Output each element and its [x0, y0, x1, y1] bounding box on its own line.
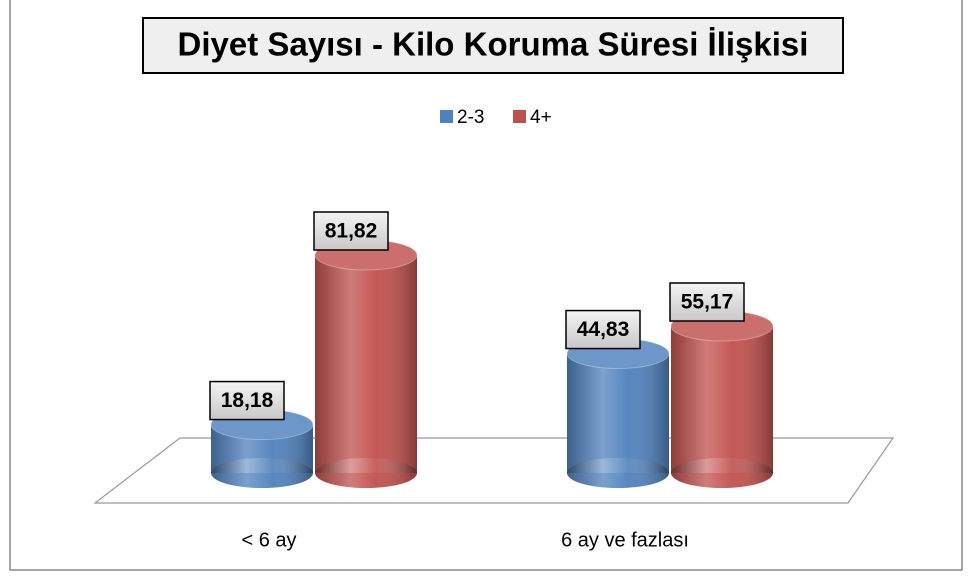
legend-label: 4+ — [530, 107, 552, 128]
title-box — [142, 17, 844, 74]
data-label-box — [565, 309, 641, 350]
x-tick-label: < 6 ay — [241, 529, 296, 551]
data-label-box — [669, 282, 745, 322]
legend-swatch — [440, 110, 453, 123]
bar-shade — [315, 255, 417, 473]
legend-label: 2-3 — [457, 107, 484, 128]
bar-shade — [567, 353, 669, 473]
data-label: 55,17 — [681, 291, 734, 314]
data-label: 18,18 — [221, 389, 274, 412]
data-label: 44,83 — [577, 318, 630, 341]
data-label: 81,82 — [325, 220, 378, 243]
x-tick-label: 6 ay ve fazlası — [561, 529, 689, 551]
chart-title: Diyet Sayısı - Kilo Koruma Süresi İlişki… — [178, 26, 809, 63]
data-label-box — [313, 211, 389, 251]
legend-swatch — [513, 110, 526, 123]
data-label-box — [209, 380, 285, 421]
bar-shade — [671, 326, 773, 473]
